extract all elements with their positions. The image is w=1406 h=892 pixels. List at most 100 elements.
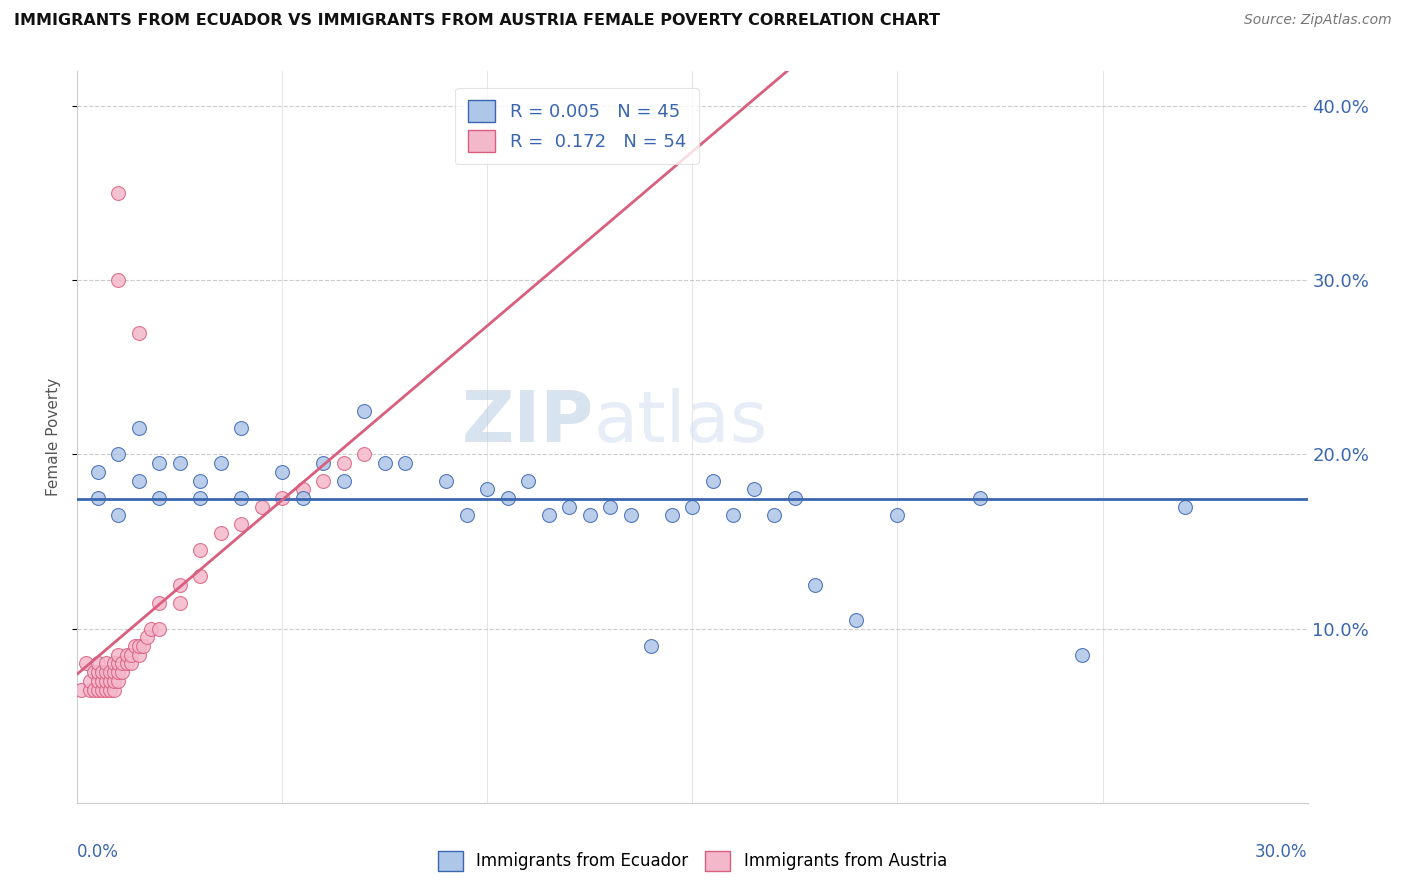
Text: 30.0%: 30.0% — [1256, 843, 1308, 861]
Point — [75, 657, 97, 671]
Point — [333, 474, 356, 488]
Point — [136, 631, 159, 645]
Point — [312, 474, 335, 488]
Point — [103, 682, 125, 697]
Text: IMMIGRANTS FROM ECUADOR VS IMMIGRANTS FROM AUSTRIA FEMALE POVERTY CORRELATION CH: IMMIGRANTS FROM ECUADOR VS IMMIGRANTS FR… — [14, 13, 941, 29]
Point — [120, 657, 142, 671]
Point — [90, 665, 114, 680]
Point — [94, 657, 117, 671]
Point — [98, 682, 121, 697]
Point — [98, 673, 121, 688]
Point — [394, 456, 416, 470]
Point — [312, 456, 335, 470]
Point — [599, 500, 621, 514]
Text: 0.0%: 0.0% — [77, 843, 120, 861]
Point — [128, 648, 150, 662]
Point — [124, 639, 146, 653]
Point — [83, 665, 105, 680]
Point — [87, 465, 110, 479]
Point — [111, 665, 134, 680]
Point — [188, 491, 212, 505]
Point — [231, 491, 253, 505]
Text: Source: ZipAtlas.com: Source: ZipAtlas.com — [1244, 13, 1392, 28]
Point — [128, 421, 150, 435]
Point — [111, 657, 134, 671]
Point — [87, 682, 110, 697]
Point — [128, 474, 150, 488]
Legend: Immigrants from Ecuador, Immigrants from Austria: Immigrants from Ecuador, Immigrants from… — [432, 844, 953, 878]
Point — [496, 491, 519, 505]
Point — [94, 682, 117, 697]
Point — [87, 491, 110, 505]
Point — [271, 465, 294, 479]
Point — [558, 500, 581, 514]
Point — [436, 474, 458, 488]
Point — [128, 639, 150, 653]
Point — [250, 500, 273, 514]
Point — [87, 673, 110, 688]
Point — [1174, 500, 1197, 514]
Point — [115, 657, 138, 671]
Point — [374, 456, 396, 470]
Point — [517, 474, 540, 488]
Point — [90, 682, 114, 697]
Point — [90, 673, 114, 688]
Point — [87, 657, 110, 671]
Point — [79, 682, 101, 697]
Point — [353, 404, 375, 418]
Point — [94, 665, 117, 680]
Point — [188, 474, 212, 488]
Point — [742, 483, 765, 497]
Point — [169, 595, 191, 609]
Point — [188, 569, 212, 583]
Text: atlas: atlas — [595, 388, 769, 457]
Point — [169, 456, 191, 470]
Text: ZIP: ZIP — [461, 388, 595, 457]
Point — [640, 639, 662, 653]
Point — [148, 491, 170, 505]
Point — [107, 673, 129, 688]
Point — [702, 474, 724, 488]
Point — [107, 186, 129, 201]
Point — [537, 508, 560, 523]
Point — [291, 491, 314, 505]
Point — [845, 613, 868, 627]
Point — [209, 525, 232, 540]
Point — [456, 508, 478, 523]
Point — [141, 622, 163, 636]
Y-axis label: Female Poverty: Female Poverty — [45, 378, 60, 496]
Point — [886, 508, 908, 523]
Point — [98, 665, 121, 680]
Point — [231, 421, 253, 435]
Point — [271, 491, 294, 505]
Point — [107, 508, 129, 523]
Point — [477, 483, 499, 497]
Point — [148, 456, 170, 470]
Point — [107, 665, 129, 680]
Point — [115, 648, 138, 662]
Point — [231, 517, 253, 532]
Point — [107, 648, 129, 662]
Point — [169, 578, 191, 592]
Point — [70, 682, 93, 697]
Point — [107, 657, 129, 671]
Point — [291, 483, 314, 497]
Point — [620, 508, 643, 523]
Point — [94, 673, 117, 688]
Point — [333, 456, 356, 470]
Point — [969, 491, 991, 505]
Point — [128, 326, 150, 340]
Point — [353, 448, 375, 462]
Point — [723, 508, 745, 523]
Point — [103, 657, 125, 671]
Point — [1071, 648, 1094, 662]
Point — [783, 491, 806, 505]
Point — [209, 456, 232, 470]
Point — [83, 682, 105, 697]
Point — [107, 448, 129, 462]
Point — [148, 622, 170, 636]
Point — [804, 578, 827, 592]
Point — [763, 508, 786, 523]
Point — [579, 508, 602, 523]
Point — [107, 273, 129, 287]
